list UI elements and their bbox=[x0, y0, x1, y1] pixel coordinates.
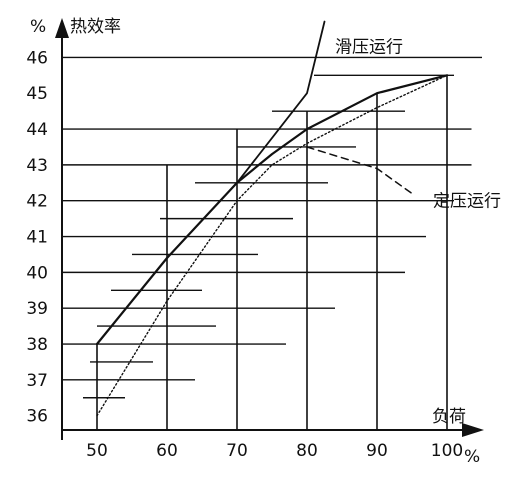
x-axis-arrow bbox=[462, 423, 484, 437]
series-line-0-solid bbox=[95, 74, 449, 346]
series-line-3-dashed bbox=[306, 146, 413, 195]
series-lines bbox=[95, 20, 449, 417]
y-tick-label-45: 45 bbox=[26, 84, 48, 104]
series-label-1: 定压运行 bbox=[433, 192, 501, 212]
series-line-1-solid-extension bbox=[236, 20, 326, 184]
y-axis-arrow bbox=[55, 18, 69, 38]
x-tick-label-90: 90 bbox=[366, 441, 388, 461]
axes bbox=[55, 18, 484, 440]
x-tick-labels: 50 60 70 80 90 100 bbox=[86, 441, 463, 461]
x-tick-label-60: 60 bbox=[156, 441, 178, 461]
y-tick-label-41: 41 bbox=[26, 228, 48, 248]
y-tick-label-38: 38 bbox=[26, 335, 48, 355]
y-tick-label-37: 37 bbox=[26, 371, 48, 391]
x-tick-label-50: 50 bbox=[86, 441, 108, 461]
y-tick-label-42: 42 bbox=[26, 192, 48, 212]
x-unit-label: % bbox=[464, 447, 480, 467]
y-tick-labels: 36 37 38 39 40 41 42 43 44 45 46 bbox=[26, 48, 48, 426]
series-line-2-dotted bbox=[96, 74, 448, 417]
y-tick-label-46: 46 bbox=[26, 48, 48, 68]
x-axis-title: 负荷 bbox=[432, 407, 466, 427]
x-tick-label-100: 100 bbox=[431, 441, 463, 461]
y-unit-label: % bbox=[30, 17, 46, 37]
y-tick-label-43: 43 bbox=[26, 156, 48, 176]
y-tick-label-39: 39 bbox=[26, 299, 48, 319]
horizontal-gridlines bbox=[62, 56, 482, 399]
y-tick-label-44: 44 bbox=[26, 120, 48, 140]
vertical-gridlines bbox=[96, 75, 448, 430]
x-tick-label-70: 70 bbox=[226, 441, 248, 461]
y-axis-title: 热效率 bbox=[70, 17, 121, 37]
x-tick-label-80: 80 bbox=[296, 441, 318, 461]
y-tick-label-40: 40 bbox=[26, 263, 48, 283]
y-tick-label-36: 36 bbox=[26, 407, 48, 427]
series-label-0: 滑压运行 bbox=[335, 38, 403, 58]
